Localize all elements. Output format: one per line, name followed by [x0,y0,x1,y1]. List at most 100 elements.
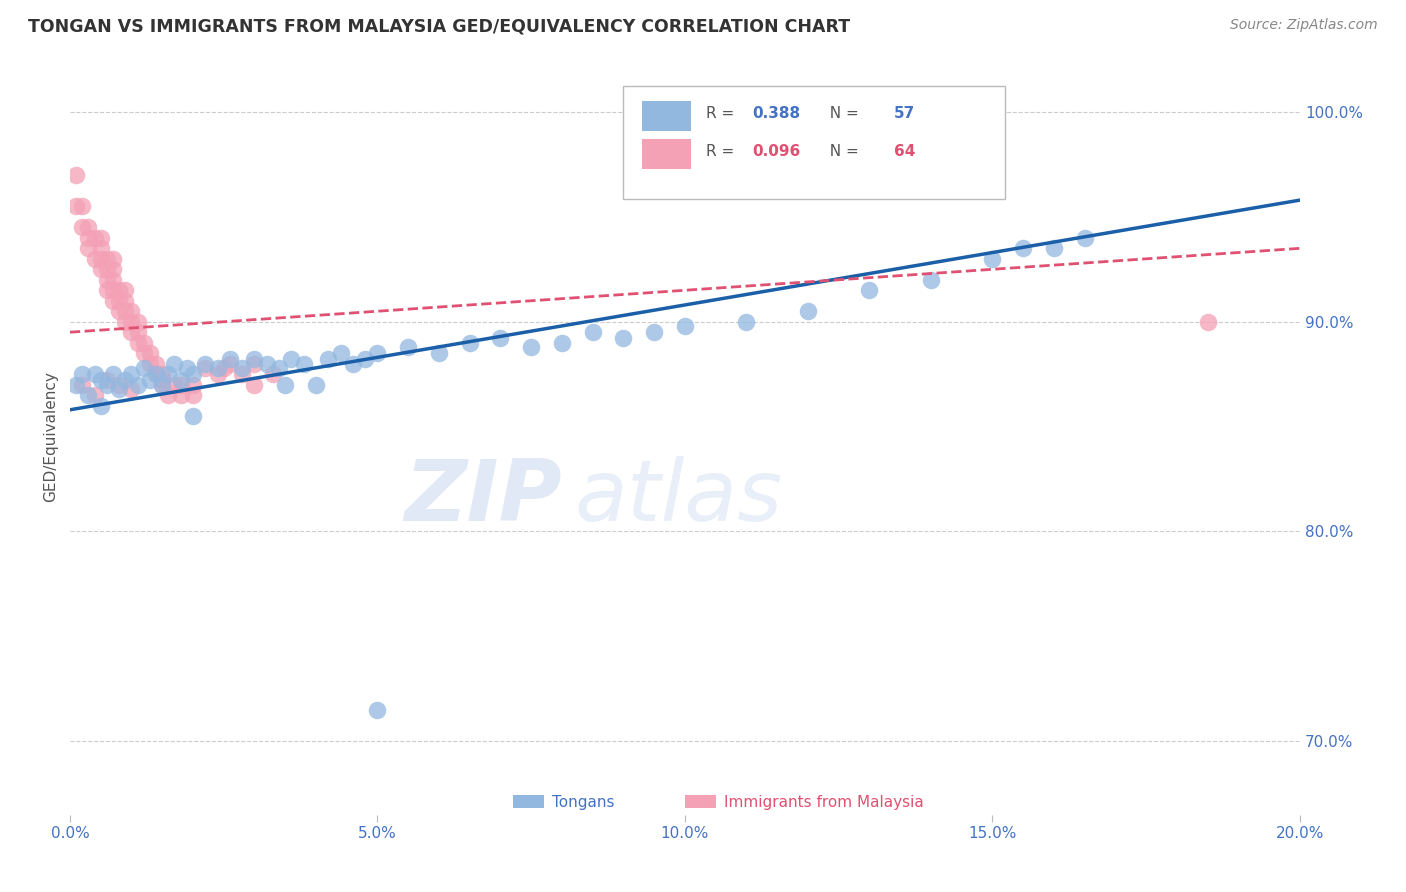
Point [65,199,87,213]
Point [181,388,204,402]
Point [96,283,118,297]
Point [207,367,229,381]
Point [145,357,167,371]
Point [1197,315,1219,329]
Text: Source: ZipAtlas.com: Source: ZipAtlas.com [1230,18,1378,32]
Point [342,357,364,371]
Point [150,367,173,381]
Text: Tongans: Tongans [553,795,614,810]
Point [70,367,93,381]
Point [150,377,173,392]
Y-axis label: GED/Equivalency: GED/Equivalency [44,372,58,502]
FancyBboxPatch shape [643,101,692,131]
Text: Immigrants from Malaysia: Immigrants from Malaysia [724,795,924,810]
Point [582,325,605,339]
Point [231,367,253,381]
Point [243,357,266,371]
Point [858,283,880,297]
Point [212,360,235,375]
Point [101,293,124,308]
Point [316,352,339,367]
Point [120,367,142,381]
Point [83,252,105,266]
Point [366,346,388,360]
Point [114,304,136,318]
Text: atlas: atlas [574,456,782,539]
Point [132,360,155,375]
Point [981,252,1004,266]
Point [612,331,634,345]
Point [83,231,105,245]
Point [114,315,136,329]
Point [120,304,142,318]
Point [489,331,512,345]
Point [90,262,112,277]
Text: R =: R = [706,145,740,159]
Point [354,352,377,367]
Point [65,168,87,182]
Point [139,346,162,360]
Text: N =: N = [820,106,863,121]
Point [65,377,87,392]
Point [101,273,124,287]
Point [427,346,450,360]
Point [169,377,191,392]
Point [70,220,93,235]
Point [127,335,149,350]
Point [139,357,162,371]
Point [108,382,131,396]
Point [305,377,328,392]
FancyBboxPatch shape [685,795,716,808]
Point [181,367,204,381]
Text: TONGAN VS IMMIGRANTS FROM MALAYSIA GED/EQUIVALENCY CORRELATION CHART: TONGAN VS IMMIGRANTS FROM MALAYSIA GED/E… [28,18,851,36]
Text: 57: 57 [894,106,915,121]
Point [520,340,543,354]
Point [920,273,942,287]
Point [643,325,665,339]
Point [90,374,112,388]
Point [673,318,696,333]
Point [366,703,388,717]
Point [70,199,93,213]
Point [150,377,173,392]
Point [90,231,112,245]
Point [120,325,142,339]
Text: R =: R = [706,106,740,121]
Point [114,283,136,297]
Point [77,241,100,255]
Point [77,220,100,235]
Point [274,377,297,392]
Point [150,374,173,388]
FancyBboxPatch shape [513,795,544,808]
Point [145,367,167,381]
Point [218,352,240,367]
Point [157,367,180,381]
Point [145,367,167,381]
Point [108,283,131,297]
Point [101,262,124,277]
Point [458,335,481,350]
Point [797,304,820,318]
FancyBboxPatch shape [643,139,692,169]
Text: ZIP: ZIP [405,456,562,539]
Point [267,360,290,375]
Point [163,377,186,392]
Point [132,346,155,360]
Point [329,346,352,360]
Point [163,357,186,371]
Point [83,388,105,402]
Point [101,252,124,266]
Point [551,335,574,350]
Point [181,409,204,423]
Point [83,367,105,381]
Point [127,325,149,339]
Point [139,374,162,388]
Point [169,374,191,388]
Point [262,367,284,381]
Point [256,357,278,371]
Point [120,315,142,329]
Text: N =: N = [820,145,863,159]
Point [70,377,93,392]
Point [90,241,112,255]
Point [243,352,266,367]
